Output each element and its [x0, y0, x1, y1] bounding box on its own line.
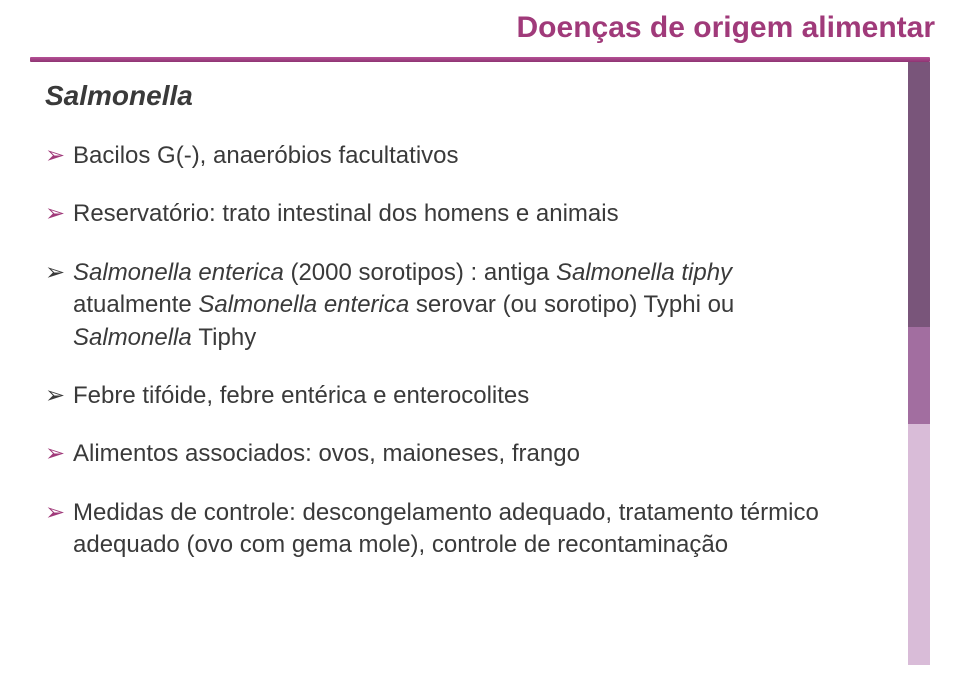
bullet-text: Medidas de controle: descongelamento ade… [73, 497, 855, 562]
slide: Doenças de origem alimentar Salmonella ➢… [0, 0, 960, 695]
italic-text: Salmonella tiphy [556, 259, 732, 286]
list-item: ➢ Alimentos associados: ovos, maioneses,… [45, 438, 855, 470]
list-item: ➢ Bacilos G(-), anaeróbios facultativos [45, 140, 855, 172]
plain-text: serovar (ou sorotipo) Typhi ou [409, 291, 734, 318]
bullet-arrow-icon: ➢ [45, 198, 67, 229]
list-item: ➢ Reservatório: trato intestinal dos hom… [45, 198, 855, 230]
slide-subtitle: Salmonella [45, 80, 915, 112]
bullet-text: Bacilos G(-), anaeróbios facultativos [73, 140, 459, 172]
plain-text: Tiphy [198, 324, 256, 351]
bullet-text: Febre tifóide, febre entérica e enteroco… [73, 380, 529, 412]
bullet-text: Salmonella enterica (2000 sorotipos) : a… [73, 257, 855, 354]
list-item: ➢ Salmonella enterica (2000 sorotipos) :… [45, 257, 855, 354]
bullet-list: ➢ Bacilos G(-), anaeróbios facultativos … [45, 140, 915, 562]
stripe-band [908, 424, 930, 665]
bullet-arrow-icon: ➢ [45, 380, 67, 411]
bullet-arrow-icon: ➢ [45, 257, 67, 288]
bullet-arrow-icon: ➢ [45, 497, 67, 528]
bullet-arrow-icon: ➢ [45, 140, 67, 171]
italic-text: Salmonella enterica [73, 259, 290, 286]
list-item: ➢ Medidas de controle: descongelamento a… [45, 497, 855, 562]
stripe-band [908, 62, 930, 327]
plain-text: atualmente [73, 291, 198, 318]
italic-text: Salmonella [73, 324, 198, 351]
stripe-band [908, 327, 930, 423]
decorative-right-stripe [908, 62, 930, 665]
title-divider [30, 57, 930, 62]
bullet-text: Reservatório: trato intestinal dos homen… [73, 198, 619, 230]
list-item: ➢ Febre tifóide, febre entérica e entero… [45, 380, 855, 412]
bullet-text: Alimentos associados: ovos, maioneses, f… [73, 438, 580, 470]
header-band: Doenças de origem alimentar [0, 0, 960, 56]
italic-text: Salmonella enterica [198, 291, 409, 318]
plain-text: (2000 sorotipos) : antiga [290, 259, 556, 286]
slide-title: Doenças de origem alimentar [517, 11, 935, 45]
bullet-arrow-icon: ➢ [45, 438, 67, 469]
